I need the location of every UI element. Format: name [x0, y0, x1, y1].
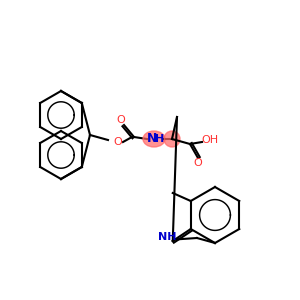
Ellipse shape [164, 131, 180, 147]
Text: NH: NH [158, 232, 176, 242]
Ellipse shape [143, 131, 165, 147]
Text: O: O [117, 115, 125, 125]
Text: N: N [147, 133, 157, 146]
Text: OH: OH [201, 135, 219, 145]
Text: O: O [114, 137, 122, 147]
Text: O: O [194, 158, 202, 168]
Text: H: H [155, 134, 165, 144]
